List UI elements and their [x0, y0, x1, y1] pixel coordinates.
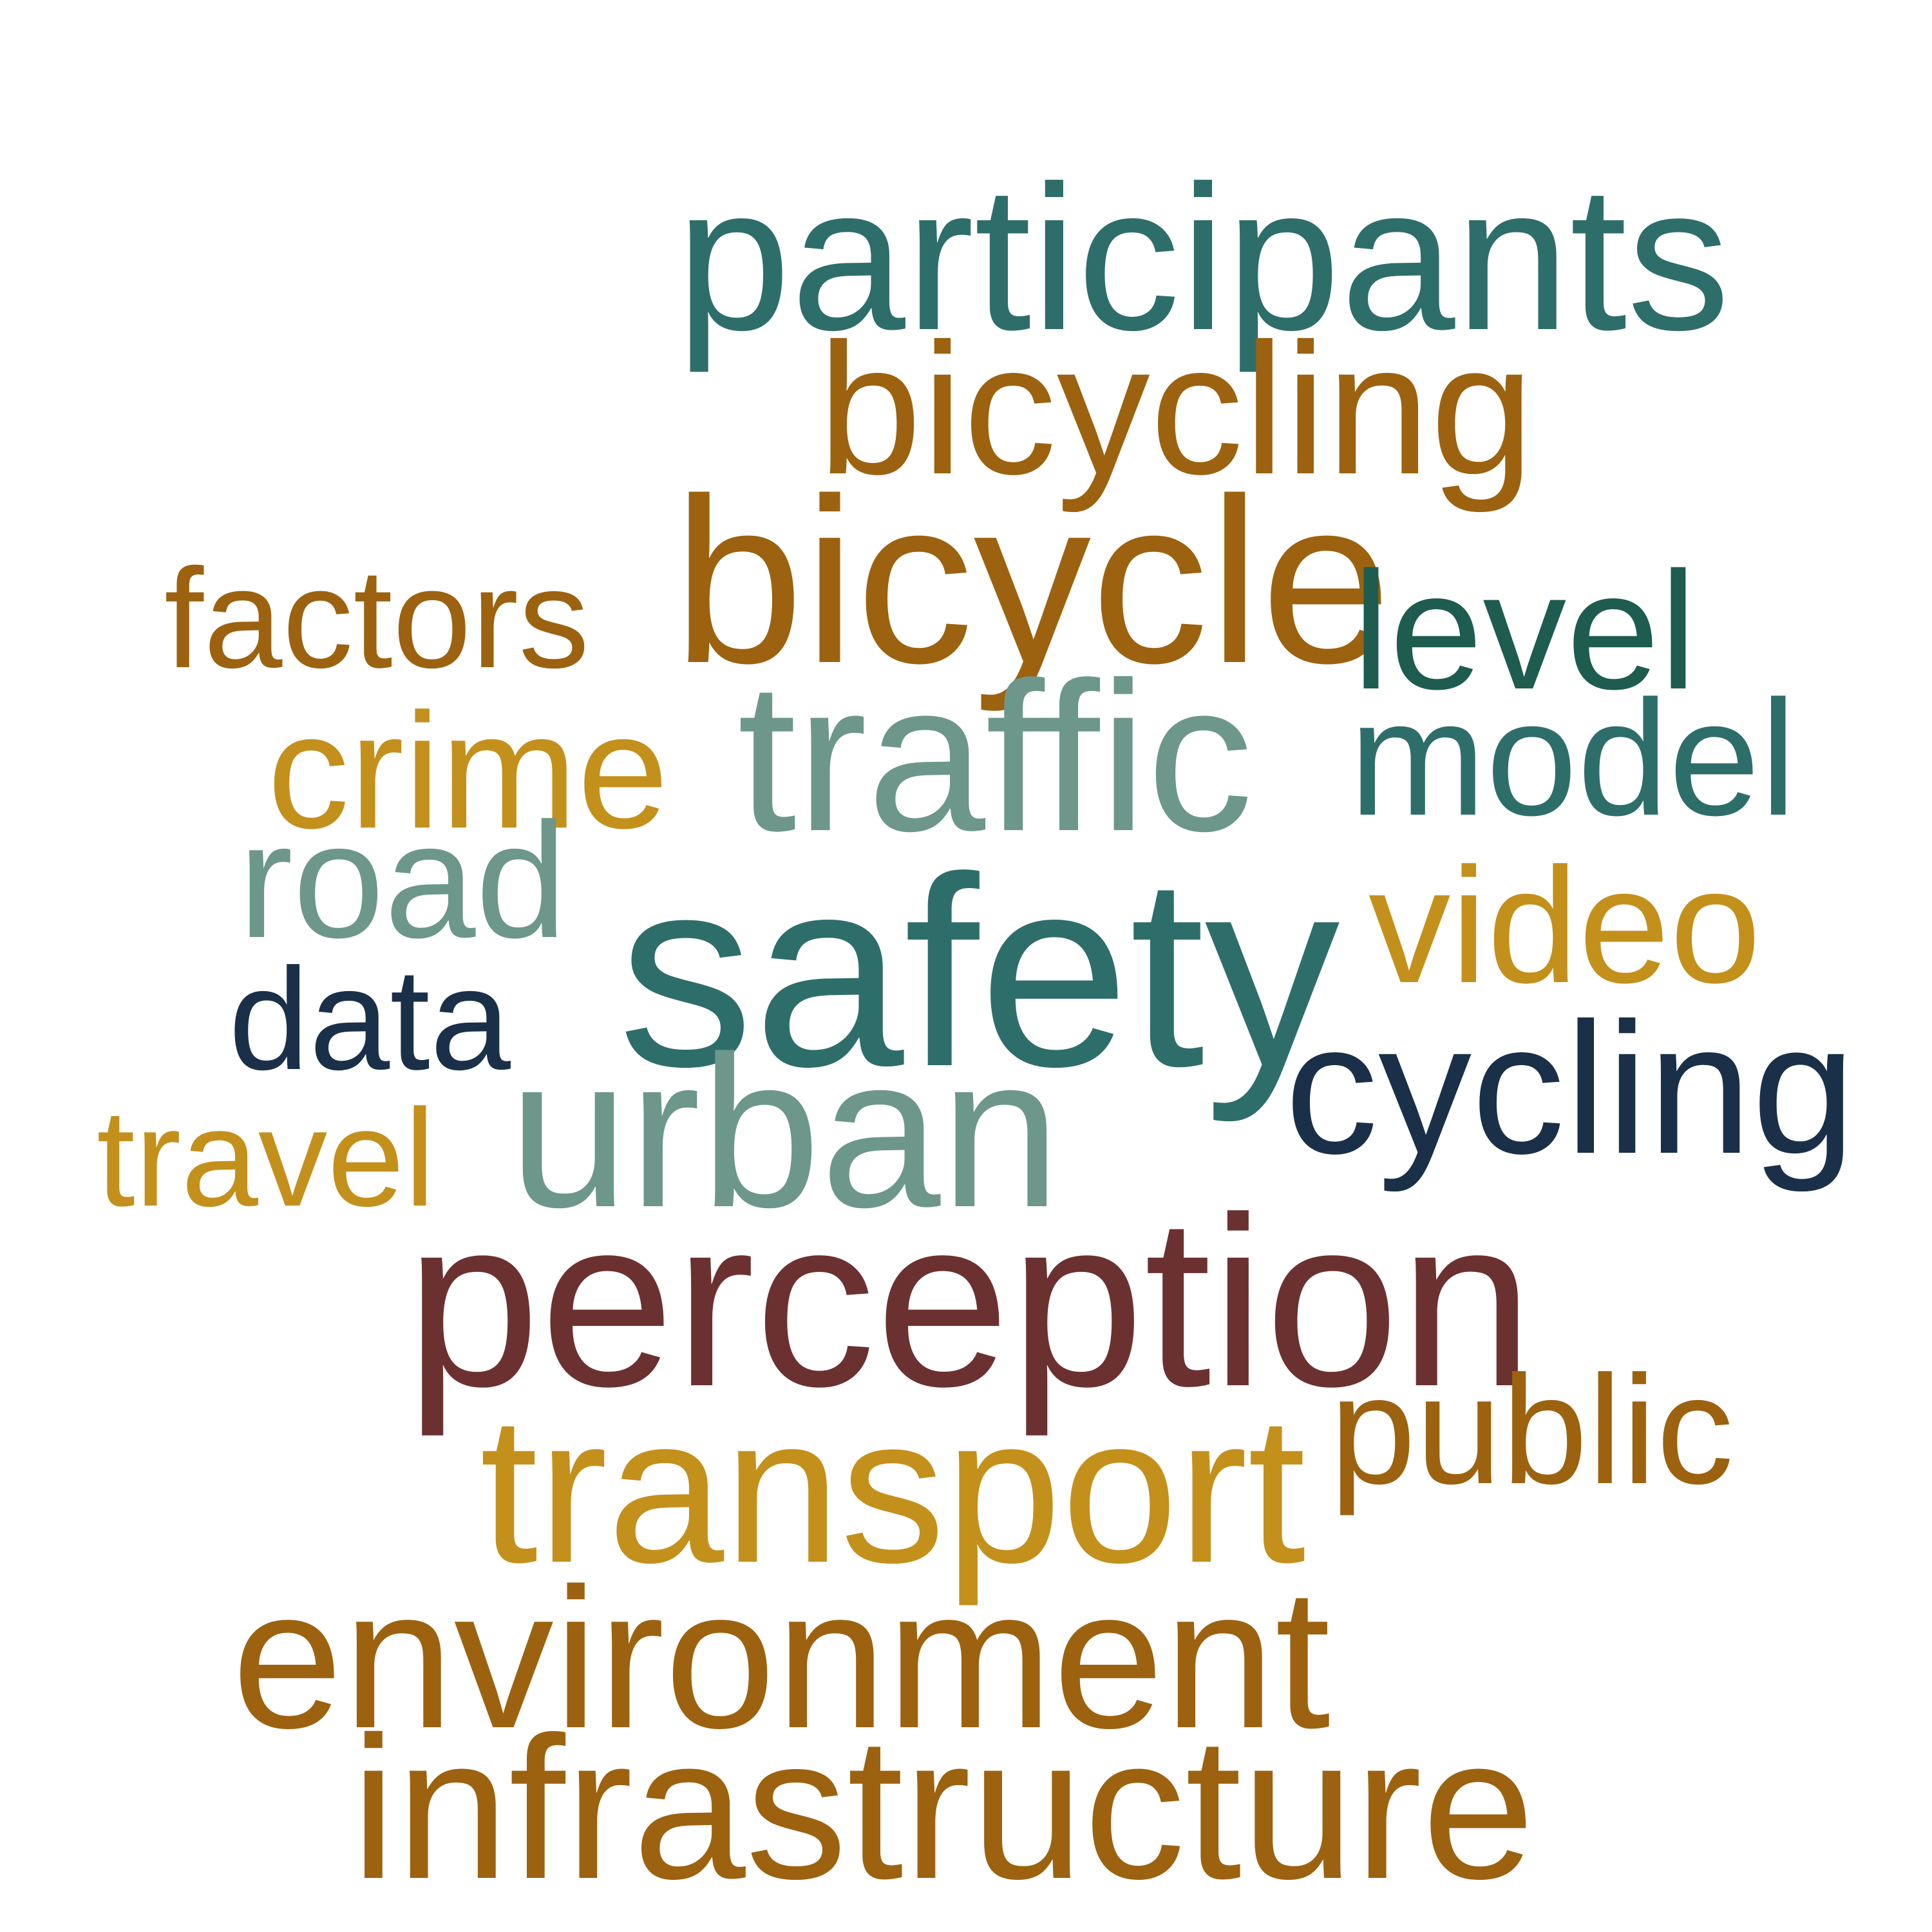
word-level: level — [1352, 538, 1697, 724]
word-road: road — [238, 789, 567, 972]
word-cycling: cycling — [1285, 984, 1856, 1193]
word-perception: perception — [406, 1168, 1534, 1437]
word-bicycle: bicycle — [673, 450, 1392, 712]
word-urban: urban — [509, 1011, 1061, 1252]
word-traffic: traffic — [737, 638, 1253, 875]
word-infrastructure: infrastructure — [351, 1694, 1535, 1921]
word-data: data — [229, 938, 511, 1100]
word-factors: factors — [164, 539, 590, 697]
word-travel: travel — [97, 1080, 435, 1235]
word-transport: transport — [480, 1372, 1306, 1606]
word-environment: environment — [232, 1546, 1331, 1770]
word-participants: participants — [676, 142, 1730, 373]
word-crime: crime — [267, 679, 669, 863]
word-public: public — [1330, 1343, 1734, 1516]
word-video: video — [1368, 834, 1761, 1018]
word-bicycling: bicycling — [818, 305, 1535, 513]
word-safety: safety — [618, 821, 1340, 1123]
word-model: model — [1349, 667, 1797, 850]
